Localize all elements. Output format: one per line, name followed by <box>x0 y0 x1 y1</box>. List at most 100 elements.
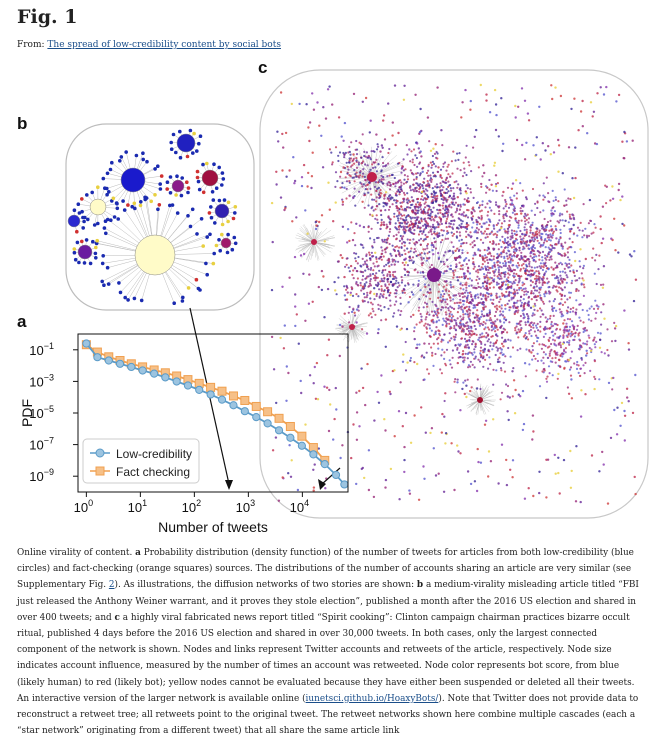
network-c-node <box>599 332 601 334</box>
network-c-node <box>619 199 621 201</box>
network-c-node <box>441 431 443 433</box>
network-b-node <box>141 151 145 155</box>
network-c-node <box>521 238 523 240</box>
network-c-node <box>458 249 460 251</box>
network-c-node <box>440 221 442 223</box>
network-c-node <box>430 167 432 169</box>
network-c-node <box>480 302 482 304</box>
network-c-node <box>485 420 487 422</box>
network-c-node <box>519 348 521 350</box>
network-c-node <box>406 144 408 146</box>
network-c-node <box>409 360 411 362</box>
network-c-node <box>377 328 379 330</box>
network-c-node <box>479 334 481 336</box>
network-c-node <box>560 298 562 300</box>
network-c-node <box>281 133 283 135</box>
network-c-node <box>359 142 361 144</box>
network-c-node <box>438 258 440 260</box>
network-c-node <box>381 278 383 280</box>
network-c-node <box>504 230 506 232</box>
network-c-node <box>407 282 409 284</box>
network-c-node <box>491 231 493 233</box>
network-c-node <box>546 226 548 228</box>
network-b-node <box>78 211 82 215</box>
network-c-node <box>524 272 526 274</box>
network-c-node <box>463 162 465 164</box>
network-c-node <box>533 342 535 344</box>
network-c-node <box>573 328 575 330</box>
network-c-node <box>550 249 552 251</box>
network-c-node <box>372 262 374 264</box>
network-c-node <box>564 262 566 264</box>
network-c-node <box>426 303 428 305</box>
network-c-node <box>414 212 416 214</box>
network-b-hub <box>68 215 80 227</box>
network-c-node <box>432 161 434 163</box>
network-c-node <box>439 186 441 188</box>
network-c-node <box>613 409 615 411</box>
network-c-node <box>402 425 404 427</box>
network-c-node <box>401 237 403 239</box>
network-c-node <box>495 114 497 116</box>
network-c-node <box>592 340 594 342</box>
network-c-node <box>481 298 483 300</box>
network-b-node <box>179 156 183 160</box>
network-c-node <box>343 285 345 287</box>
network-c-node <box>397 250 399 252</box>
network-c-node <box>388 209 390 211</box>
network-c-node <box>467 325 469 327</box>
network-c-node <box>551 258 553 260</box>
network-c-node <box>377 143 379 145</box>
network-c-node <box>467 470 469 472</box>
network-c-node <box>496 224 498 226</box>
network-c-node <box>340 171 342 173</box>
network-c-node <box>478 320 480 322</box>
network-c-node <box>352 308 354 310</box>
network-c-node <box>426 247 428 249</box>
network-c-node <box>455 263 457 265</box>
network-c-node <box>459 209 461 211</box>
network-c-node <box>466 145 468 147</box>
network-c-node <box>447 181 449 183</box>
network-c-node <box>462 328 464 330</box>
network-c-node <box>507 303 509 305</box>
network-c-node <box>478 337 480 339</box>
network-b-node <box>96 185 100 189</box>
network-c-node <box>374 277 376 279</box>
network-c-node <box>366 332 368 334</box>
network-c-node <box>496 318 498 320</box>
network-c-node <box>568 292 570 294</box>
network-c-node <box>462 268 464 270</box>
network-c-node <box>538 492 540 494</box>
network-c-node <box>552 232 554 234</box>
network-c-node <box>465 396 467 398</box>
network-c-node <box>549 372 551 374</box>
network-c-node <box>522 284 524 286</box>
network-c-node <box>549 300 551 302</box>
network-b-node <box>186 155 190 159</box>
network-b-node <box>153 167 157 171</box>
network-c-node <box>563 367 565 369</box>
network-b-node <box>196 170 200 174</box>
network-c-node <box>548 230 550 232</box>
network-c-node <box>446 230 448 232</box>
network-c-node <box>552 310 554 312</box>
network-c-node <box>437 348 439 350</box>
network-b-node <box>233 211 237 215</box>
network-b-node <box>159 187 163 191</box>
network-c-node <box>358 425 360 427</box>
network-c-node <box>570 357 572 359</box>
network-c-node <box>616 407 618 409</box>
network-c-node <box>392 315 394 317</box>
network-c-node <box>401 201 403 203</box>
network-c-node <box>348 146 350 148</box>
network-c-node <box>499 254 501 256</box>
network-c-node <box>443 272 445 274</box>
network-c-node <box>458 293 460 295</box>
network-c-node <box>403 268 405 270</box>
network-c-node <box>533 235 535 237</box>
network-c-node <box>460 293 462 295</box>
network-c-node <box>425 227 427 229</box>
network-c-node <box>550 229 552 231</box>
network-c-node <box>438 284 440 286</box>
